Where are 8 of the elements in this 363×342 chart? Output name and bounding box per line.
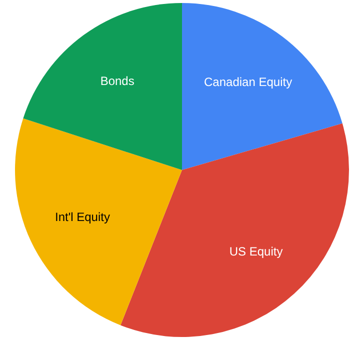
pie-slice: [182, 3, 342, 170]
pie-slice: [15, 118, 182, 326]
pie-slice: [120, 123, 349, 337]
slice-label: Canadian Equity: [204, 75, 292, 90]
pie-slice: [23, 3, 182, 170]
slice-label: Int'l Equity: [54, 210, 110, 224]
slice-label: Bonds: [100, 74, 134, 88]
slice-label: US Equity: [229, 244, 283, 258]
